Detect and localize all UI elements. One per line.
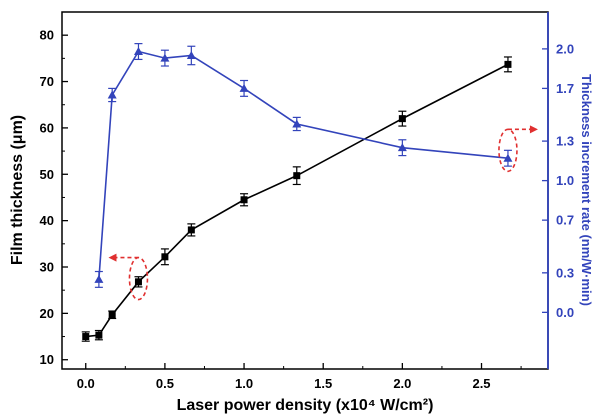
x-tick-label: 0.0 [77, 376, 95, 391]
x-tick-label: 1.0 [235, 376, 253, 391]
x-tick-label: 1.5 [314, 376, 332, 391]
y-left-tick-label: 40 [40, 213, 54, 228]
y-right-tick-label: 0.7 [556, 213, 574, 228]
plot-frame [62, 12, 548, 369]
data-point-square [109, 311, 116, 318]
data-point-square [504, 61, 511, 68]
arrowhead-icon [108, 254, 116, 262]
y-left-tick-label: 30 [40, 260, 54, 275]
y-left-tick-label: 20 [40, 306, 54, 321]
y-left-tick-label: 50 [40, 167, 54, 182]
y-left-tick-label: 10 [40, 352, 54, 367]
y-left-tick-label: 70 [40, 74, 54, 89]
series-1-line [99, 52, 508, 280]
y-left-axis-title: Film thickness (μm) [9, 115, 26, 265]
annotations [108, 125, 537, 299]
y-left-tick-label: 60 [40, 120, 54, 135]
data-point-triangle [134, 47, 143, 55]
data-point-triangle [94, 275, 103, 283]
x-tick-label: 2.5 [472, 376, 490, 391]
data-point-square [95, 332, 102, 339]
data-point-square [399, 115, 406, 122]
series-layer [82, 44, 513, 342]
data-point-triangle [292, 119, 301, 127]
y-right-tick-label: 1.7 [556, 81, 574, 96]
series-0-line [86, 64, 508, 336]
y-left-tick-label: 80 [40, 28, 54, 43]
data-point-square [241, 196, 248, 203]
y-right-tick-label: 0.3 [556, 265, 574, 280]
x-axis-title: Laser power density (x10⁴ W/cm²) [177, 397, 434, 414]
data-point-triangle [108, 90, 117, 98]
y-left-axis: 10 20 30 40 50 60 70 80 [40, 28, 68, 368]
y-right-tick-label: 0.0 [556, 305, 574, 320]
data-point-square [293, 172, 300, 179]
data-point-square [135, 278, 142, 285]
y-right-tick-label: 1.0 [556, 173, 574, 188]
x-tick-label: 0.5 [156, 376, 174, 391]
data-point-triangle [240, 84, 249, 92]
data-point-triangle [187, 51, 196, 59]
data-point-square [188, 226, 195, 233]
data-point-square [161, 253, 168, 260]
x-axis: 0.0 0.5 1.0 1.5 2.0 2.5 [77, 363, 521, 391]
x-tick-label: 2.0 [393, 376, 411, 391]
y-right-tick-label: 2.0 [556, 41, 574, 56]
data-point-square [82, 333, 89, 340]
y-right-tick-label: 1.3 [556, 134, 574, 149]
y-right-axis-title: Thickness increment rate (nm/W·min) [579, 74, 594, 306]
arrowhead-icon [530, 125, 538, 133]
y-right-axis: 0.0 0.3 0.7 1.0 1.3 1.7 2.0 [542, 41, 574, 319]
